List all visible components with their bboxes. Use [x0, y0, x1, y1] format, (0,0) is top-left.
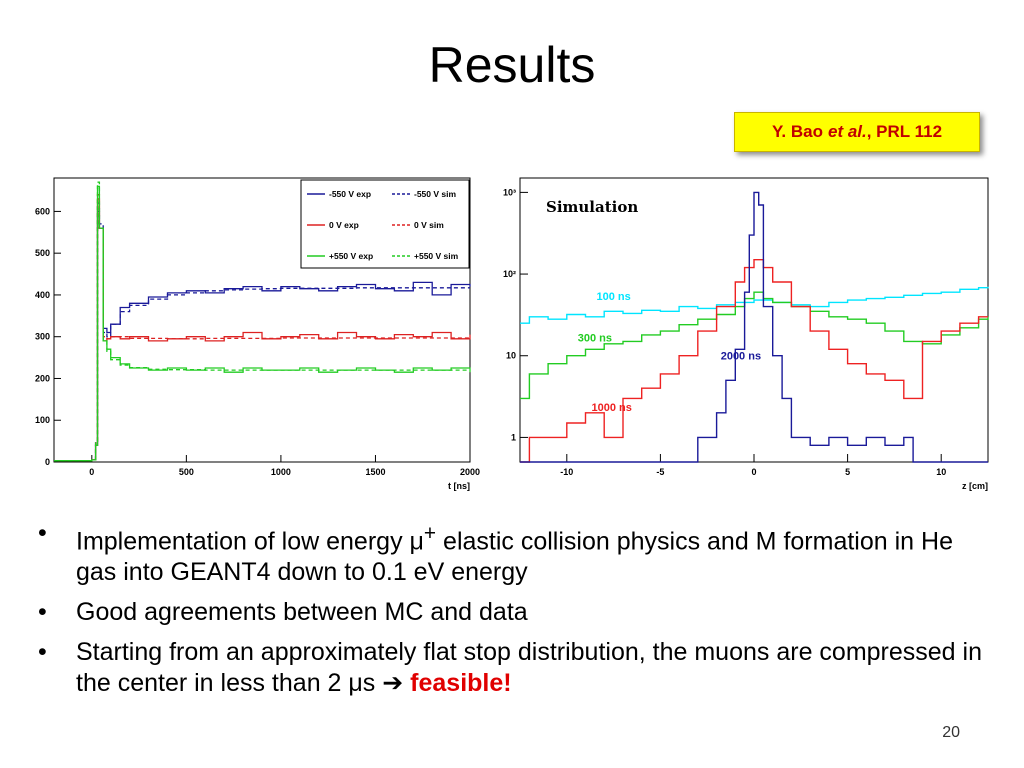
y-tick-label: 10² — [503, 269, 516, 279]
legend-label: +550 V exp — [329, 251, 373, 261]
page-number: 20 — [942, 724, 960, 741]
z-distribution-plot: 1 10 10² 10³ -10 -5 0 5 10 z [cm] Simulation 100 ns… — [503, 177, 989, 491]
bullet-text: Good agreements between MC and data — [76, 598, 528, 627]
legend-box — [300, 179, 470, 269]
y-tick-label: 600 — [35, 206, 50, 216]
bullet-item: • Starting from an approximately flat st… — [38, 637, 988, 699]
y-tick-label: 10 — [506, 351, 516, 361]
slide-title: Results — [428, 37, 596, 93]
x-axis-label: z [cm] — [962, 481, 988, 491]
highlight-text: feasible! — [410, 669, 512, 698]
bullet-item: • Implementation of low energy μ+ elasti… — [38, 518, 988, 588]
plot-title: Simulation — [546, 198, 638, 216]
bullet-list: • Implementation of low energy μ+ elasti… — [38, 518, 988, 708]
series-line — [520, 286, 989, 324]
x-tick-label: 0 — [89, 467, 94, 477]
y-tick-label: 200 — [35, 373, 50, 383]
x-tick-label: -10 — [560, 467, 573, 477]
x-tick-label: 500 — [179, 467, 194, 477]
series-label: 2000 ns — [721, 350, 761, 362]
series-line — [520, 291, 989, 400]
bullet-dot: • — [38, 519, 47, 547]
series-line — [520, 259, 988, 463]
bullet-item: • Good agreements between MC and data — [38, 597, 988, 628]
x-tick-label: 2000 — [460, 467, 480, 477]
x-tick-label: 1500 — [365, 467, 385, 477]
legend-label: 0 V sim — [414, 220, 444, 230]
reference-etal: et al. — [827, 122, 867, 141]
y-tick-label: 500 — [35, 248, 50, 258]
series-line — [54, 181, 470, 462]
legend-label: 0 V exp — [329, 220, 359, 230]
x-tick-label: 1000 — [271, 467, 291, 477]
y-tick-label: 1 — [511, 432, 516, 442]
y-tick-label: 400 — [35, 290, 50, 300]
x-tick-label: -5 — [656, 467, 664, 477]
bullet-text: Starting from an approximately flat stop… — [76, 638, 982, 698]
y-tick-label: 100 — [35, 415, 50, 425]
y-tick-label: 300 — [35, 332, 50, 342]
x-tick-label: 10 — [936, 467, 946, 477]
series-label: 300 ns — [578, 332, 612, 344]
bullet-superscript: + — [423, 522, 437, 545]
bullet-dot: • — [38, 598, 47, 627]
x-axis-label: t [ns] — [448, 481, 470, 491]
bullet-text: Implementation of low energy μ — [76, 527, 424, 556]
y-tick-label: 0 — [45, 457, 50, 467]
reference-box: Y. Bao et al. , PRL 112 — [734, 112, 980, 152]
series-label: 100 ns — [596, 291, 630, 303]
reference-author: Y. Bao — [771, 122, 823, 141]
x-tick-label: 5 — [845, 467, 850, 477]
series-label: 1000 ns — [592, 402, 632, 414]
bullet-dot: • — [38, 638, 47, 667]
legend-label: -550 V sim — [414, 189, 456, 199]
series-line — [520, 191, 988, 463]
legend-label: -550 V exp — [329, 189, 371, 199]
reference-journal: , PRL 112 — [866, 122, 943, 141]
legend-label: +550 V sim — [414, 251, 459, 261]
arrow-icon: ➔ — [382, 669, 404, 698]
bullet-text-continued: elastic collision physics and M formatio… — [76, 527, 953, 587]
time-distribution-plot: 0 100 200 300 400 500 600 0 500 1000 1500 2000 t [ns… — [35, 177, 480, 491]
x-tick-label: 0 — [751, 467, 756, 477]
y-tick-label: 10³ — [503, 187, 516, 197]
